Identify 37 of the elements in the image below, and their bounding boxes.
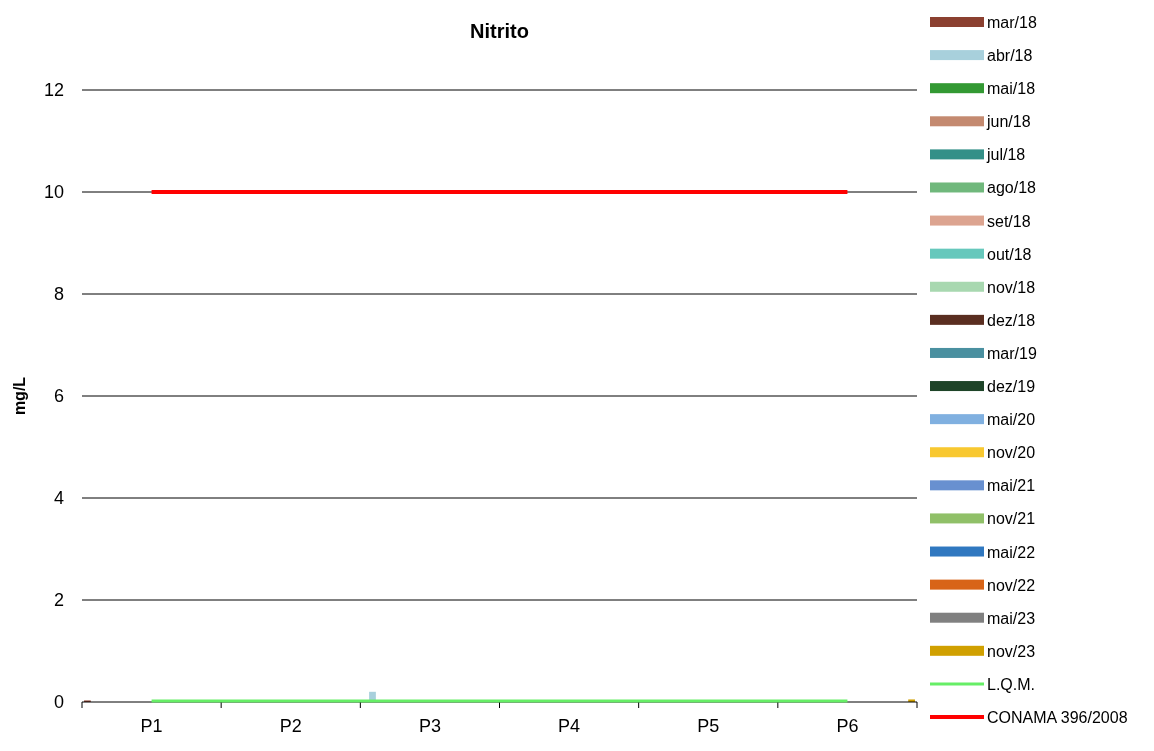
x-tick-label: P3	[418, 716, 441, 736]
legend-label: jul/18	[986, 146, 1026, 164]
legend-label: dez/19	[987, 378, 1036, 396]
legend-label: mai/18	[987, 80, 1036, 98]
legend-label: nov/22	[987, 576, 1036, 594]
x-tick-label: P4	[558, 716, 581, 736]
legend-label: ago/18	[987, 179, 1037, 197]
chart-title: Nitrito	[470, 20, 529, 42]
legend-label: set/18	[987, 212, 1031, 230]
legend-label: nov/20	[987, 444, 1036, 462]
legend-label: nov/21	[987, 510, 1036, 528]
y-axis-title: mg/L	[11, 376, 28, 416]
x-tick-label: P1	[140, 716, 163, 736]
legend-label: nov/18	[987, 278, 1036, 296]
x-tick-label: P6	[836, 716, 859, 736]
legend-label: CONAMA 396/2008	[987, 709, 1128, 726]
legend-label: dez/18	[987, 311, 1036, 329]
legend-label: L.Q.M.	[987, 675, 1036, 693]
legend-label: mar/18	[987, 14, 1037, 31]
y-tick-label: 2	[53, 590, 64, 611]
y-tick-label: 0	[53, 692, 64, 713]
y-tick-label: 10	[43, 182, 64, 203]
legend-label: mai/23	[987, 609, 1036, 627]
y-tick-label: 12	[43, 80, 64, 101]
legend-label: mar/19	[987, 344, 1037, 362]
legend-label: mai/20	[987, 411, 1036, 429]
legend-label: mai/22	[987, 543, 1036, 561]
legend-label: mai/21	[987, 477, 1036, 495]
legend-label: out/18	[987, 245, 1032, 263]
legend-label: jun/18	[986, 113, 1031, 131]
x-tick-label: P5	[697, 716, 720, 736]
legend-label: abr/18	[987, 47, 1033, 65]
legend-label: nov/23	[987, 642, 1036, 660]
y-tick-label: 8	[53, 284, 64, 305]
x-tick-label: P2	[279, 716, 302, 736]
y-tick-label: 4	[53, 488, 64, 509]
y-tick-label: 6	[53, 386, 64, 407]
